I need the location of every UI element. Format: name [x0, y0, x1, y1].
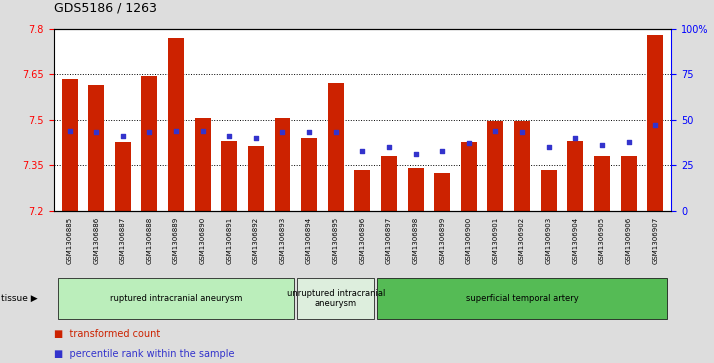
- Bar: [88, 85, 104, 211]
- Point: [64, 128, 75, 134]
- Point: [436, 148, 448, 154]
- Point: [117, 133, 129, 139]
- Bar: [61, 79, 78, 211]
- Point: [383, 144, 395, 150]
- Point: [410, 151, 421, 157]
- Point: [570, 135, 581, 141]
- Bar: [620, 156, 637, 211]
- FancyBboxPatch shape: [377, 278, 667, 319]
- Bar: [274, 118, 291, 211]
- Text: ruptured intracranial aneurysm: ruptured intracranial aneurysm: [110, 294, 242, 303]
- Bar: [568, 141, 583, 211]
- Bar: [328, 83, 343, 211]
- Text: ■  percentile rank within the sample: ■ percentile rank within the sample: [54, 349, 234, 359]
- Point: [490, 128, 501, 134]
- Text: superficial temporal artery: superficial temporal artery: [466, 294, 578, 303]
- Point: [330, 130, 341, 135]
- Bar: [168, 38, 184, 211]
- Bar: [594, 156, 610, 211]
- Bar: [195, 118, 211, 211]
- Point: [171, 128, 182, 134]
- Point: [623, 139, 634, 144]
- Text: GDS5186 / 1263: GDS5186 / 1263: [54, 1, 156, 15]
- Bar: [301, 138, 317, 211]
- FancyBboxPatch shape: [58, 278, 294, 319]
- Point: [516, 130, 528, 135]
- Point: [303, 130, 315, 135]
- Point: [543, 144, 554, 150]
- Text: unruptured intracranial
aneurysm: unruptured intracranial aneurysm: [286, 289, 385, 308]
- Bar: [488, 121, 503, 211]
- Bar: [540, 170, 557, 211]
- Bar: [248, 146, 264, 211]
- Bar: [381, 156, 397, 211]
- Point: [144, 130, 155, 135]
- Point: [223, 133, 235, 139]
- Bar: [514, 121, 530, 211]
- Point: [250, 135, 261, 141]
- Bar: [647, 35, 663, 211]
- Bar: [115, 143, 131, 211]
- Bar: [461, 143, 477, 211]
- Bar: [434, 173, 451, 211]
- Point: [356, 148, 368, 154]
- Point: [596, 142, 608, 148]
- Text: tissue ▶: tissue ▶: [1, 294, 38, 303]
- Bar: [221, 141, 237, 211]
- Bar: [354, 170, 371, 211]
- Bar: [408, 168, 423, 211]
- Bar: [141, 76, 157, 211]
- Point: [197, 128, 208, 134]
- Point: [650, 122, 661, 128]
- FancyBboxPatch shape: [297, 278, 374, 319]
- Point: [463, 140, 475, 146]
- Point: [91, 130, 102, 135]
- Point: [277, 130, 288, 135]
- Text: ■  transformed count: ■ transformed count: [54, 329, 160, 339]
